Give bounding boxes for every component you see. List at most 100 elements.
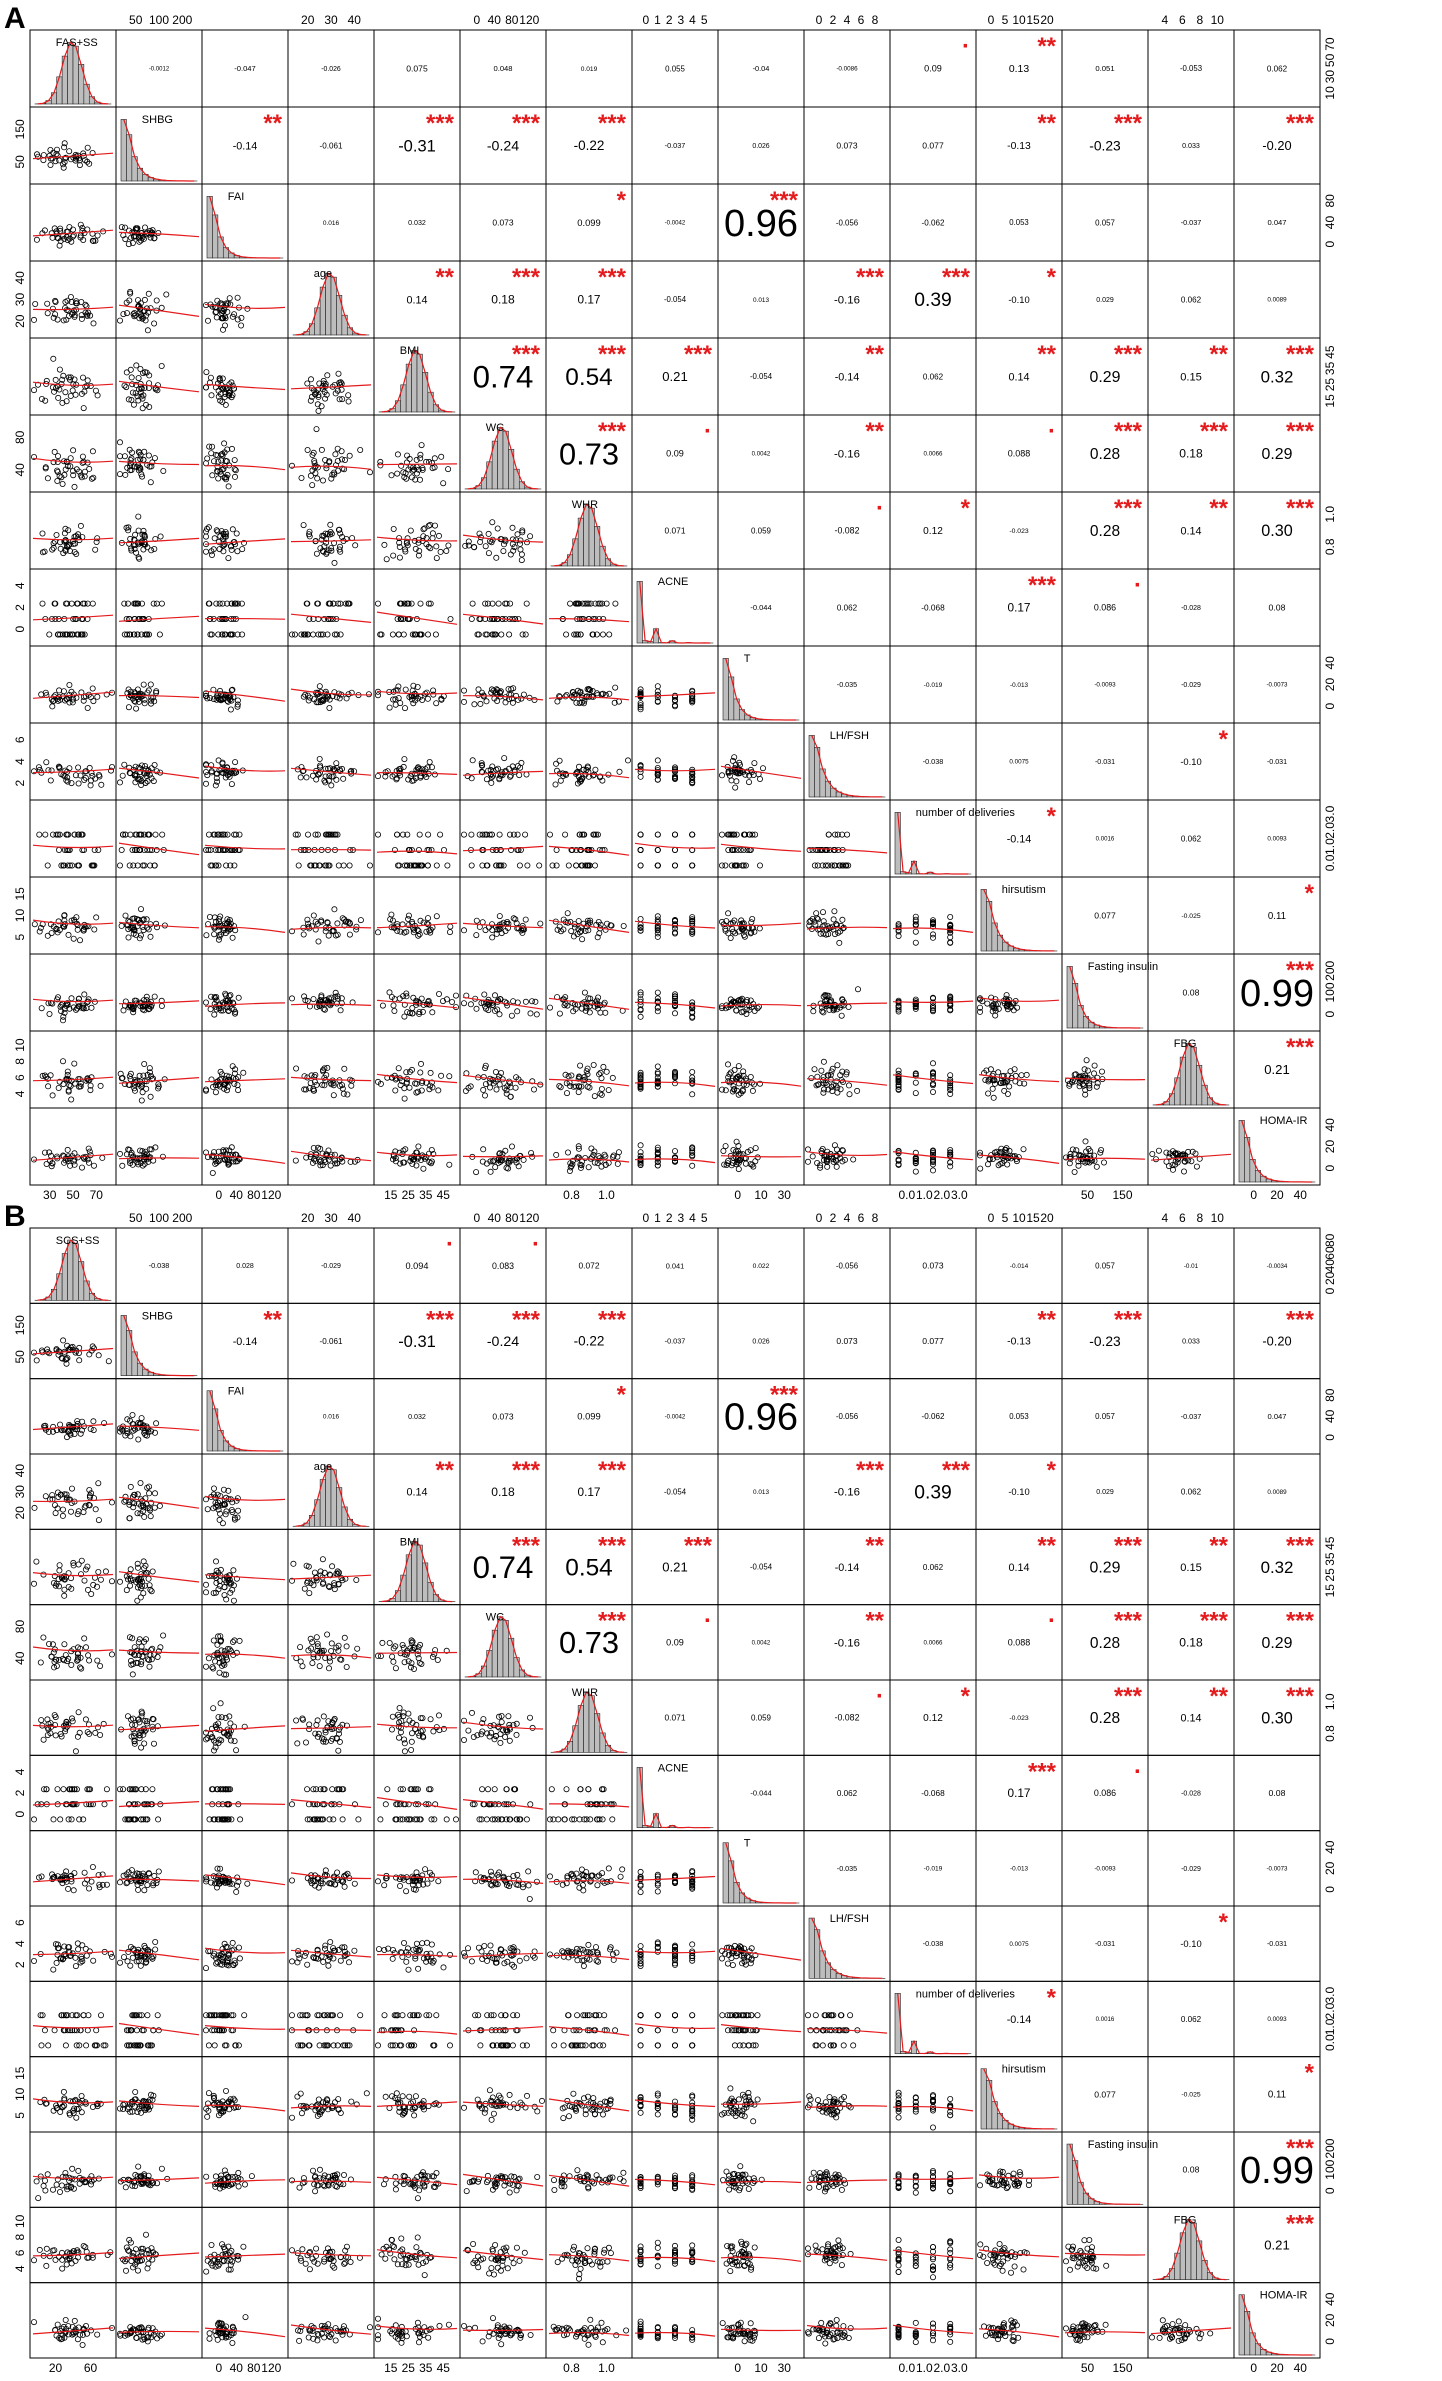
cell-14-7	[631, 1107, 719, 1186]
data-point	[213, 527, 220, 534]
data-point	[50, 149, 57, 156]
data-point	[46, 152, 53, 159]
loess-line	[1064, 1157, 1146, 1160]
data-point	[912, 939, 919, 946]
variable-label: FBG	[1174, 1038, 1197, 1050]
data-point	[146, 403, 153, 410]
data-point	[77, 221, 84, 228]
data-point	[637, 847, 644, 854]
data-point	[722, 1143, 729, 1150]
data-point	[340, 862, 347, 869]
variable-label: LH/FSH	[830, 730, 869, 742]
data-point	[431, 522, 438, 529]
data-point	[288, 995, 295, 1002]
data-point	[139, 314, 146, 321]
data-point	[576, 763, 583, 770]
cell-frame	[889, 876, 977, 955]
density-line	[37, 41, 109, 105]
data-point	[40, 152, 47, 159]
data-point	[94, 693, 101, 700]
cell-11-5	[459, 876, 547, 955]
data-point	[61, 144, 68, 151]
data-point	[514, 831, 521, 838]
data-point	[556, 757, 563, 764]
cell-14-14: HOMA-IR	[1233, 1107, 1321, 1186]
data-point	[67, 392, 74, 399]
data-point	[516, 862, 523, 869]
data-point	[314, 475, 321, 482]
data-point	[327, 1162, 334, 1169]
cell-frame	[545, 568, 633, 647]
data-point	[341, 456, 348, 463]
cell-7-7: ACNE	[631, 568, 719, 647]
data-point	[486, 1084, 493, 1091]
data-point	[810, 1008, 817, 1015]
cell-13-12	[1061, 1030, 1149, 1109]
data-point	[59, 376, 66, 383]
cell-4-2	[201, 337, 289, 416]
data-point	[222, 401, 229, 408]
data-point	[134, 393, 141, 400]
data-point	[340, 1090, 347, 1097]
data-point	[337, 1007, 344, 1014]
data-point	[401, 705, 408, 712]
cell-frame	[201, 876, 289, 955]
loess-line	[32, 306, 114, 311]
data-point	[202, 384, 209, 391]
data-point	[49, 703, 56, 710]
data-point	[471, 544, 478, 551]
variable-label: FAI	[228, 191, 245, 203]
data-point	[86, 160, 93, 167]
data-point	[562, 693, 569, 700]
data-point	[84, 144, 91, 151]
cell-14-13	[1147, 1107, 1235, 1186]
data-point	[48, 230, 55, 237]
data-point	[582, 1155, 589, 1162]
cell-frame	[115, 183, 203, 262]
cell-frame	[889, 953, 977, 1032]
data-point	[142, 369, 149, 376]
cell-9-5	[459, 722, 547, 801]
data-point	[746, 779, 753, 786]
cell-frame	[717, 876, 805, 955]
data-point	[126, 862, 133, 869]
data-point	[343, 695, 350, 702]
data-point	[64, 297, 71, 304]
data-point	[123, 369, 130, 376]
data-point	[52, 158, 59, 165]
data-point	[231, 1080, 238, 1087]
data-point	[487, 1168, 494, 1175]
data-point	[392, 1087, 399, 1094]
data-point	[86, 1148, 93, 1155]
data-point	[79, 224, 86, 231]
data-point	[1023, 1071, 1030, 1078]
data-point	[155, 229, 162, 236]
data-point	[752, 1158, 759, 1165]
data-point	[581, 989, 588, 996]
loess-line	[290, 465, 372, 470]
cell-frame	[287, 1030, 375, 1109]
data-point	[725, 1061, 732, 1068]
hist-bar	[480, 477, 488, 490]
data-point	[315, 392, 322, 399]
data-point	[437, 548, 444, 555]
loess-line	[634, 842, 716, 849]
data-point	[462, 542, 469, 549]
cell-13-8	[717, 1030, 805, 1109]
variable-label: ACNE	[658, 576, 689, 588]
density-line	[123, 119, 195, 182]
data-point	[42, 831, 49, 838]
data-point	[468, 862, 475, 869]
data-point	[151, 235, 158, 242]
cell-9-8	[717, 722, 805, 801]
data-point	[389, 631, 396, 638]
data-point	[60, 372, 67, 379]
data-point	[74, 862, 81, 869]
data-point	[524, 539, 531, 546]
cell-frame	[201, 1107, 289, 1186]
data-point	[410, 994, 417, 1001]
data-point	[43, 759, 50, 766]
loess-line	[376, 463, 458, 466]
cell-frame	[287, 876, 375, 955]
hist-bar	[1238, 1120, 1245, 1183]
